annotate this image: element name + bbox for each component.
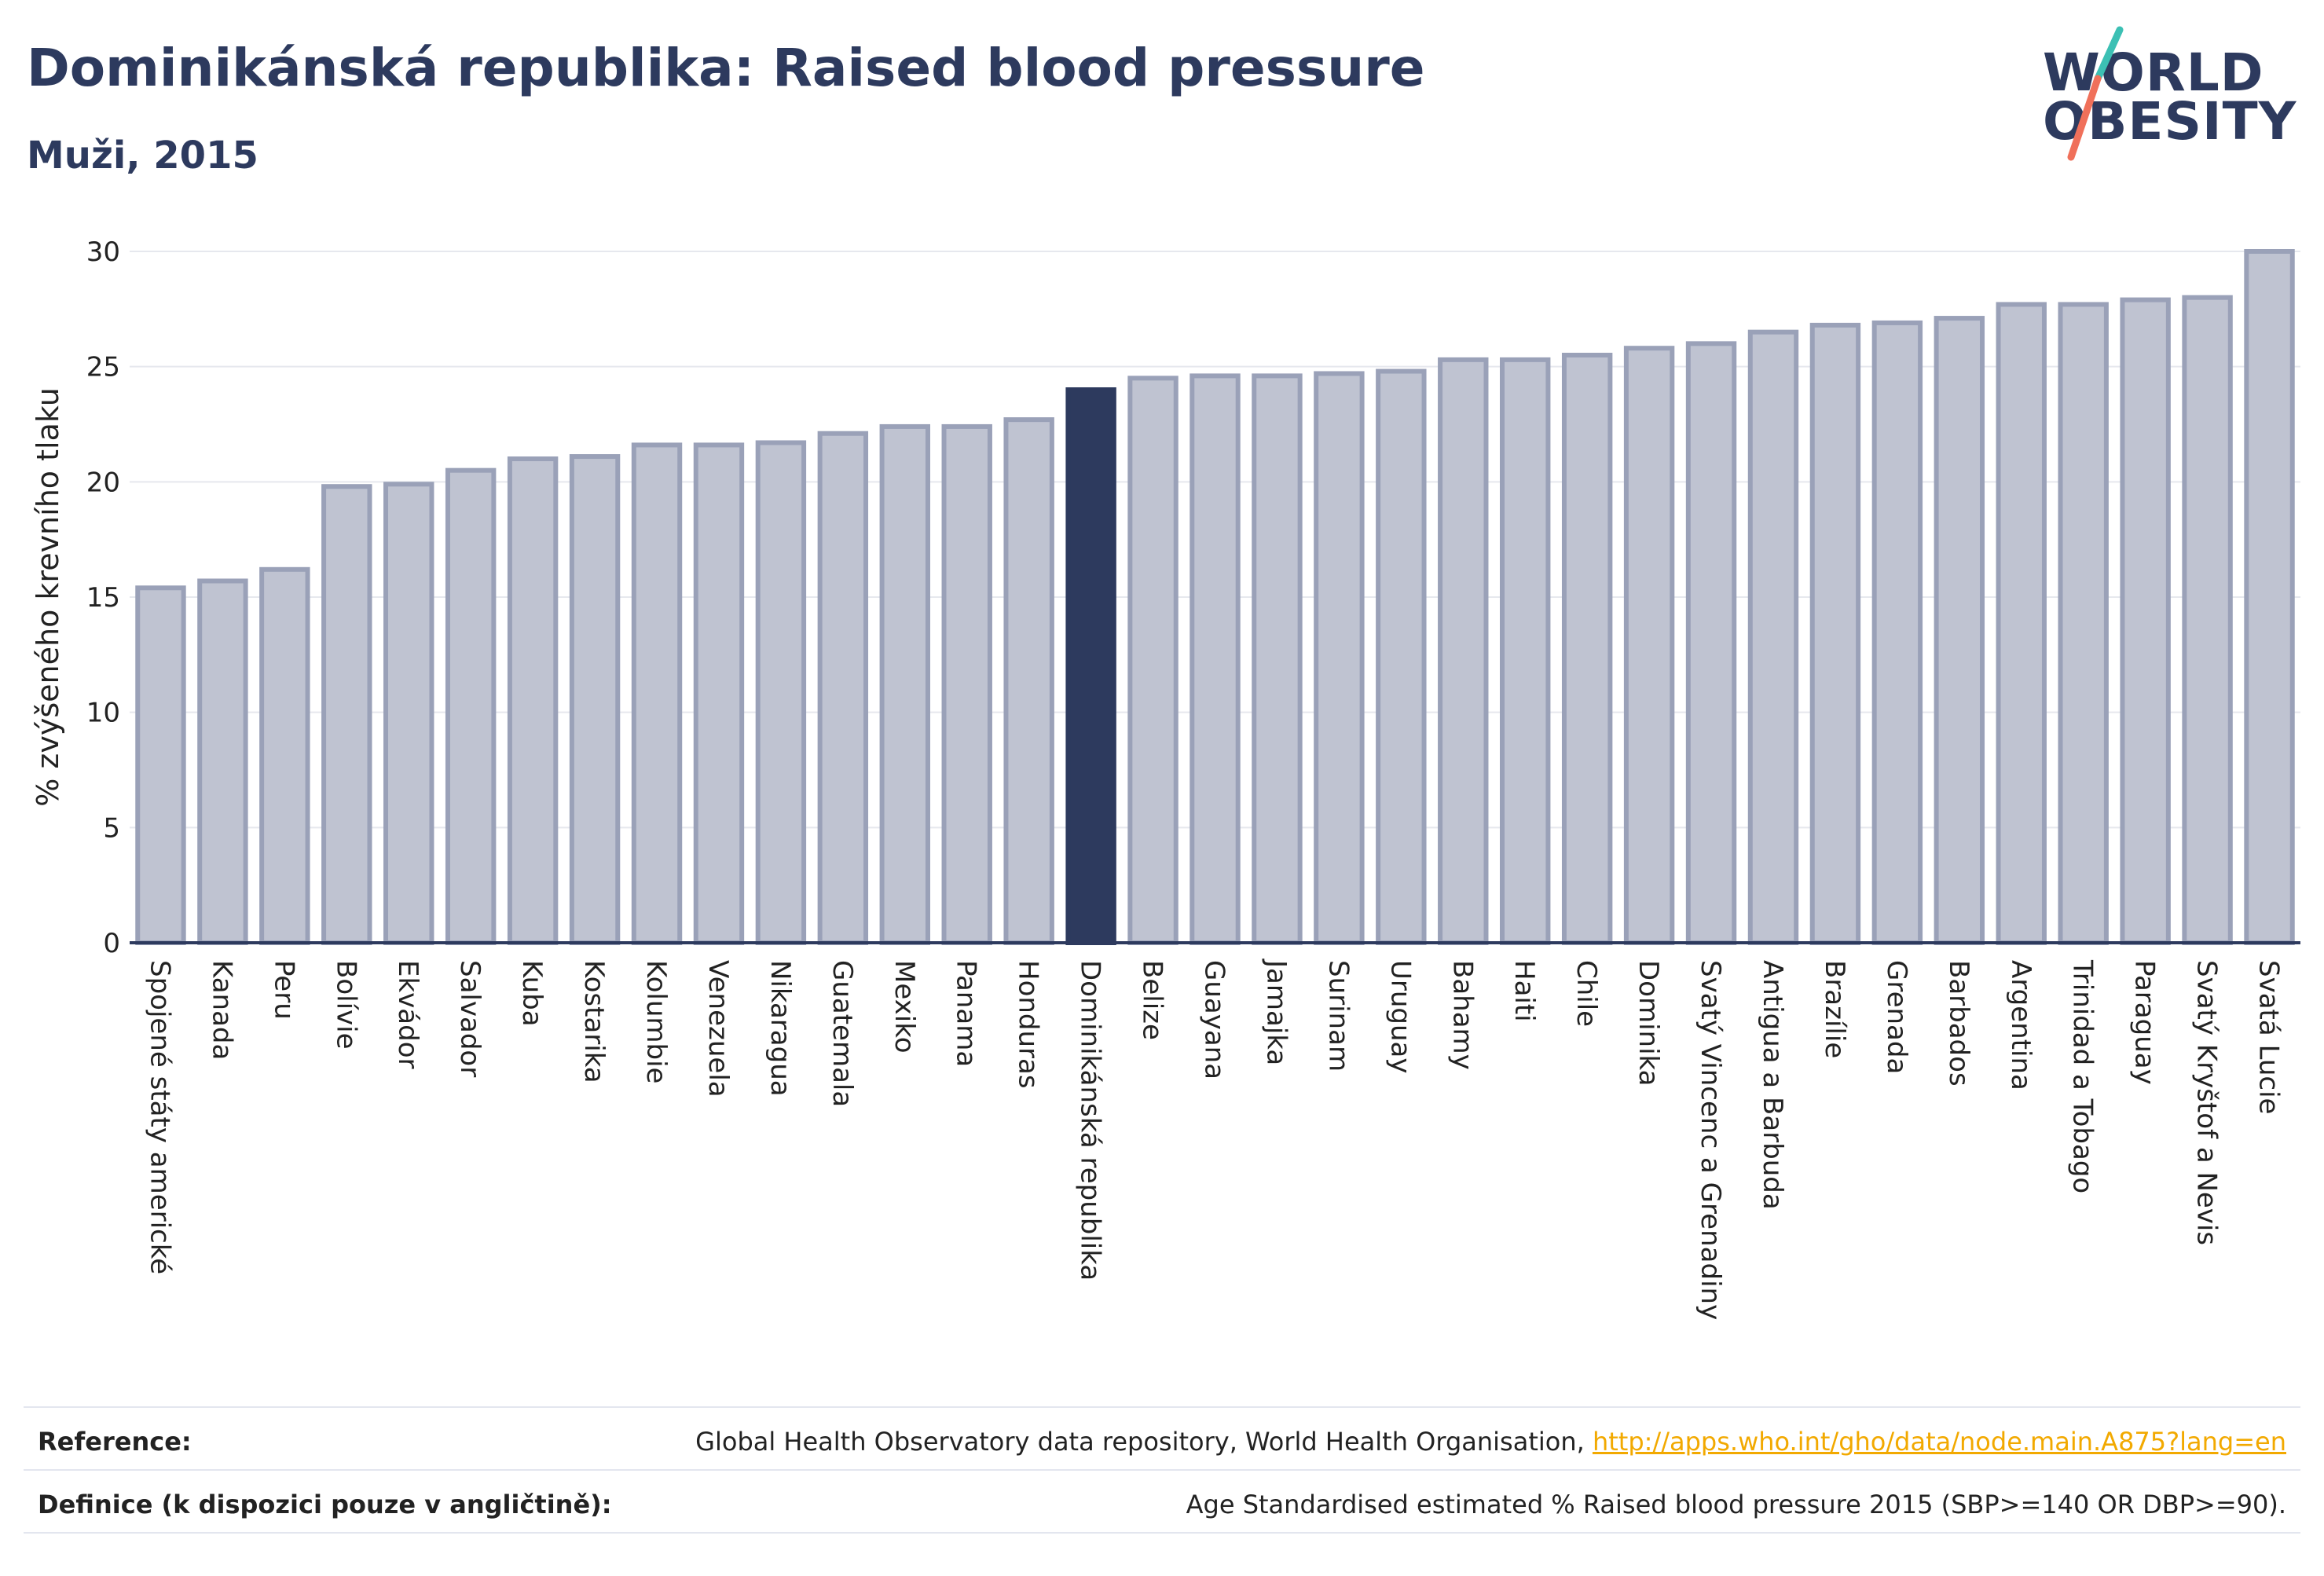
- x-tick-label: Surinam: [1322, 960, 1354, 1072]
- bar-chile: [1561, 353, 1613, 945]
- bar-bahamy: [1438, 357, 1489, 946]
- x-tick-label: Guayana: [1199, 960, 1230, 1079]
- reference-value: Global Health Observatory data repositor…: [695, 1427, 2286, 1457]
- world-obesity-logo: WORLD OBESITY: [2043, 24, 2310, 165]
- bar-venezuela: [693, 442, 745, 945]
- x-tick-label: Belize: [1137, 960, 1168, 1040]
- page-subtitle: Muži, 2015: [27, 134, 258, 178]
- bar-ekvádor: [383, 482, 434, 945]
- bar-kanada: [197, 578, 248, 945]
- bar-antigua-a-barbuda: [1747, 329, 1799, 945]
- x-tick-label: Venezuela: [702, 960, 734, 1098]
- x-tick-label: Trinidad a Tobago: [2067, 959, 2099, 1193]
- reference-text: Global Health Observatory data repositor…: [695, 1427, 1593, 1457]
- bar-haiti: [1500, 357, 1551, 946]
- definition-row: Definice (k dispozici pouze v angličtině…: [24, 1469, 2300, 1534]
- footer-divider: [24, 1532, 2300, 1534]
- x-tick-label: Panama: [951, 960, 982, 1067]
- y-tick-label: 30: [86, 236, 120, 268]
- x-tick-label: Dominikánská republika: [1075, 960, 1106, 1281]
- x-tick-label: Mexiko: [889, 960, 920, 1054]
- x-tick-label: Honduras: [1013, 960, 1044, 1089]
- x-tick-label: Bolívie: [330, 960, 361, 1050]
- definition-label: Definice (k dispozici pouze v angličtině…: [38, 1490, 612, 1519]
- bar-barbados: [1934, 316, 1985, 946]
- bar-kuba: [507, 456, 559, 945]
- bar-honduras: [1003, 417, 1054, 945]
- x-tick-label: Jamajka: [1260, 958, 1292, 1065]
- bar-kolumbie: [631, 442, 683, 945]
- x-tick-label: Argentina: [2005, 960, 2036, 1090]
- logo-slash-icon: [2067, 26, 2124, 161]
- x-tick-label: Kuba: [516, 960, 548, 1027]
- bar-svatý-kryštof-a-nevis: [2182, 295, 2233, 945]
- page-title: Dominikánská republika: Raised blood pre…: [27, 38, 1425, 98]
- x-axis-labels: Spojené státy americké Kanada Peru Bolívie E…: [144, 958, 2284, 1320]
- bar-svatá-lucie: [2244, 249, 2295, 945]
- bar-spojené-státy-americké: [135, 585, 186, 945]
- bar-trinidad-a-tobago: [2058, 302, 2109, 945]
- reference-label: Reference:: [38, 1427, 192, 1457]
- bar-panama: [941, 423, 992, 945]
- x-tick-label: Kolumbie: [640, 960, 672, 1083]
- bar-salvador: [445, 467, 497, 945]
- y-tick-label: 25: [86, 352, 120, 383]
- bars: [135, 249, 2295, 946]
- x-tick-label: Uruguay: [1384, 960, 1416, 1074]
- bar-brazílie: [1809, 322, 1861, 946]
- bar-belize: [1127, 376, 1178, 946]
- bar-jamajka: [1252, 373, 1303, 945]
- x-tick-label: Kanada: [206, 960, 237, 1060]
- y-tick-label: 5: [103, 812, 120, 844]
- y-axis-title: % zvýšeného krevního tlaku: [31, 387, 65, 807]
- x-tick-label: Paraguay: [2129, 960, 2161, 1085]
- x-tick-label: Svatý Kryštof a Nevis: [2191, 960, 2223, 1245]
- x-tick-label: Salvador: [454, 960, 486, 1077]
- definition-value: Age Standardised estimated % Raised bloo…: [1186, 1490, 2286, 1519]
- x-tick-label: Ekvádor: [392, 960, 423, 1069]
- bar-guatemala: [817, 431, 869, 945]
- x-tick-label: Guatemala: [827, 960, 858, 1107]
- bar-nikaragua: [755, 440, 807, 945]
- x-tick-label: Bahamy: [1446, 960, 1478, 1070]
- reference-link[interactable]: http://apps.who.int/gho/data/node.main.A…: [1592, 1427, 2286, 1457]
- bar-dominikánská-republika: [1065, 387, 1116, 945]
- bar-svatý-vincenc-a-grenadiny: [1685, 341, 1737, 946]
- bar-dominika: [1623, 346, 1675, 945]
- bar-argentina: [1996, 302, 2047, 945]
- x-tick-label: Nikaragua: [764, 960, 796, 1097]
- bar-kostarika: [569, 454, 621, 945]
- x-tick-label: Brazílie: [1819, 960, 1850, 1058]
- bar-peru: [259, 566, 310, 945]
- reference-row: Reference: Global Health Observatory dat…: [24, 1406, 2300, 1471]
- y-tick-label: 15: [86, 582, 120, 614]
- x-tick-label: Kostarika: [578, 960, 610, 1083]
- x-tick-label: Barbados: [1943, 960, 1974, 1087]
- x-tick-label: Peru: [268, 960, 299, 1020]
- logo-text-line1: WORLD: [2043, 42, 2264, 103]
- y-tick-label: 10: [86, 698, 120, 729]
- bar-guayana: [1189, 373, 1241, 945]
- bar-grenada: [1871, 320, 1923, 945]
- bar-chart: 0 5 10 15 20 25 30 Spojené státy americké Kanad…: [31, 236, 2300, 1320]
- bar-mexiko: [879, 423, 930, 945]
- y-tick-label: 20: [86, 467, 120, 498]
- x-tick-label: Antigua a Barbuda: [1757, 960, 1788, 1210]
- bar-uruguay: [1376, 368, 1427, 945]
- x-tick-label: Haiti: [1508, 960, 1540, 1022]
- x-tick-label: Chile: [1571, 960, 1602, 1027]
- bar-surinam: [1314, 371, 1365, 945]
- y-tick-label: 0: [103, 928, 120, 959]
- x-tick-label: Grenada: [1881, 960, 1912, 1074]
- y-axis-ticks: 0 5 10 15 20 25 30: [86, 236, 120, 959]
- x-tick-label: Svatá Lucie: [2253, 960, 2285, 1114]
- x-tick-label: Svatý Vincenc a Grenadiny: [1695, 960, 1726, 1320]
- x-tick-label: Spojené státy americké: [144, 960, 175, 1274]
- bar-paraguay: [2120, 297, 2171, 946]
- bar-bolívie: [321, 484, 372, 945]
- x-tick-label: Dominika: [1633, 960, 1664, 1086]
